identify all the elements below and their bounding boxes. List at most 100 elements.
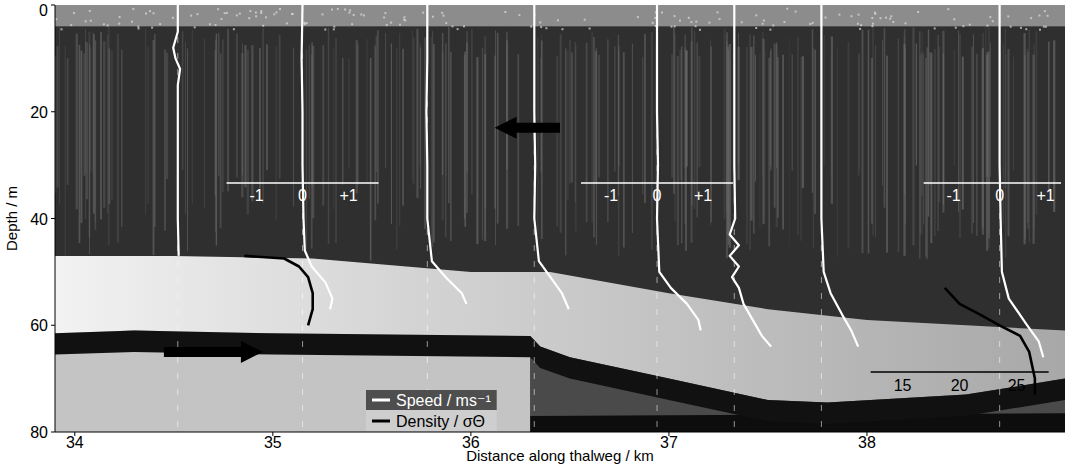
echo-texture: [985, 26, 986, 177]
echo-texture: [332, 48, 334, 210]
echo-texture: [147, 47, 149, 204]
speed-profile: [821, 5, 858, 347]
speed-profile: [657, 5, 701, 331]
echo-texture: [892, 21, 894, 23]
echo-texture: [1048, 42, 1050, 192]
echo-texture: [441, 12, 443, 14]
echo-texture: [1007, 15, 1009, 17]
echo-texture: [255, 12, 257, 14]
echo-texture: [260, 12, 262, 14]
legend-swatch: [372, 399, 390, 402]
echo-texture: [494, 56, 496, 209]
echo-texture: [94, 40, 96, 222]
echo-texture: [248, 17, 250, 19]
flow-arrow: [164, 341, 263, 363]
echo-texture: [386, 24, 388, 26]
echo-texture: [348, 12, 350, 14]
echo-texture: [885, 17, 887, 19]
echo-texture: [309, 45, 310, 199]
echo-texture: [786, 8, 788, 10]
echo-texture: [356, 40, 358, 193]
echo-texture: [695, 25, 697, 27]
echo-texture: [1013, 57, 1015, 171]
echo-texture: [824, 35, 825, 166]
echo-texture: [61, 28, 63, 30]
echo-texture: [1027, 49, 1029, 223]
x-tick-label: 35: [264, 434, 282, 451]
echo-texture: [292, 13, 294, 15]
echo-texture: [623, 52, 625, 247]
speed-scale-line: [581, 182, 733, 184]
echo-texture: [953, 18, 955, 20]
echo-texture: [788, 37, 790, 247]
echo-texture: [680, 50, 682, 181]
echo-texture: [836, 48, 838, 257]
echo-texture: [182, 31, 184, 170]
y-axis-title: Depth / m: [3, 186, 20, 251]
y-tick-label: 80: [30, 424, 48, 441]
echo-texture: [291, 13, 293, 15]
echo-texture: [1020, 27, 1022, 29]
speed-profile: [426, 5, 466, 304]
echo-texture: [750, 47, 752, 221]
echo-texture: [337, 8, 339, 10]
echo-texture: [239, 13, 241, 15]
speed-scale-label: 0: [298, 187, 307, 204]
echo-texture: [279, 8, 281, 10]
echo-texture: [762, 39, 764, 224]
echo-texture: [103, 41, 105, 208]
echo-texture: [729, 58, 731, 185]
echo-texture: [93, 34, 95, 214]
echo-texture: [172, 17, 174, 19]
echo-texture: [236, 33, 237, 177]
echo-texture: [719, 18, 721, 20]
echo-texture: [992, 20, 994, 22]
echo-texture: [723, 29, 725, 219]
echo-texture: [59, 27, 61, 205]
echo-texture: [571, 52, 573, 182]
echo-texture: [266, 44, 268, 170]
echo-texture: [831, 57, 832, 172]
echo-texture: [560, 34, 562, 233]
echo-texture: [1038, 15, 1040, 17]
x-tick-label: 34: [66, 434, 84, 451]
echo-texture: [391, 43, 392, 224]
echo-texture: [557, 19, 559, 21]
echo-texture: [443, 15, 445, 17]
echo-texture: [351, 23, 353, 25]
echo-texture: [768, 58, 770, 247]
echo-texture: [708, 22, 710, 24]
echo-texture: [726, 32, 728, 258]
echo-texture: [962, 25, 964, 27]
echo-texture: [673, 27, 675, 194]
echo-texture: [107, 35, 109, 214]
density-scale-label: 15: [894, 377, 912, 394]
echo-texture: [117, 34, 119, 243]
echo-texture: [838, 14, 840, 16]
echo-texture: [276, 47, 278, 220]
echo-texture: [194, 26, 196, 28]
x-tick-label: 38: [858, 434, 876, 451]
echo-texture: [445, 44, 447, 238]
echo-texture: [471, 29, 472, 194]
echo-texture: [137, 26, 139, 28]
echo-texture: [262, 25, 264, 27]
echo-texture: [586, 43, 588, 222]
echo-texture: [322, 13, 324, 15]
echo-texture: [432, 16, 434, 18]
echo-texture: [76, 34, 78, 210]
echo-texture: [131, 21, 133, 23]
echo-texture: [642, 57, 644, 195]
echo-texture: [89, 10, 91, 12]
echo-texture: [166, 53, 168, 179]
echo-texture: [679, 20, 681, 22]
speed-profile: [302, 5, 333, 309]
echo-texture: [749, 34, 750, 250]
echo-texture: [153, 12, 155, 14]
echo-texture: [89, 44, 91, 254]
echo-texture: [504, 11, 506, 13]
echo-texture: [569, 40, 571, 184]
echo-texture: [753, 36, 754, 234]
echo-texture: [1008, 49, 1010, 236]
echo-texture: [717, 11, 719, 13]
